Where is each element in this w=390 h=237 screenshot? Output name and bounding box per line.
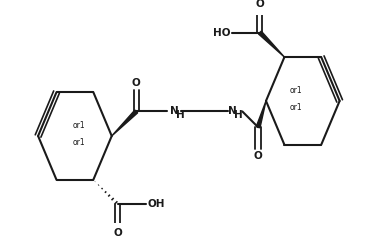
Text: O: O [255, 0, 264, 9]
Text: N: N [228, 106, 237, 116]
Text: or1: or1 [289, 103, 302, 112]
Text: H: H [234, 110, 243, 120]
Text: or1: or1 [289, 86, 302, 95]
Text: H: H [176, 110, 184, 120]
Text: O: O [132, 77, 141, 87]
Text: O: O [113, 228, 122, 237]
Polygon shape [256, 101, 266, 128]
Text: or1: or1 [73, 121, 85, 130]
Polygon shape [112, 110, 138, 136]
Polygon shape [259, 31, 284, 57]
Text: OH: OH [148, 199, 165, 209]
Text: HO: HO [213, 27, 230, 37]
Text: O: O [254, 151, 262, 161]
Text: N: N [170, 106, 178, 116]
Text: or1: or1 [73, 138, 85, 147]
